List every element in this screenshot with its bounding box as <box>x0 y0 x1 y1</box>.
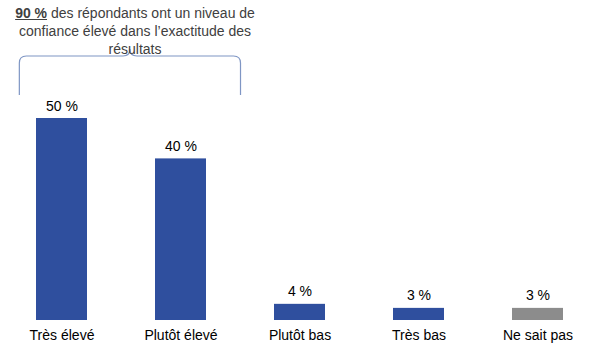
html-text:90 % des répondants ont un niv: 90 % des répondants ont un niveau de con… <box>15 5 255 57</box>
svg-text:50 %: 50 % <box>46 98 78 114</box>
svg-text:40 %: 40 % <box>165 138 197 154</box>
svg-text:3 %: 3 % <box>407 287 431 303</box>
svg-text:4 %: 4 % <box>288 283 312 299</box>
svg-text:Très bas: Très bas <box>392 327 446 343</box>
svg-text:Plutôt élevé: Plutôt élevé <box>144 327 217 343</box>
svg-text:3 %: 3 % <box>526 287 550 303</box>
svg-text:Très élevé: Très élevé <box>30 327 95 343</box>
svg-text:Plutôt bas: Plutôt bas <box>269 327 331 343</box>
svg-text:Ne sait pas: Ne sait pas <box>503 327 573 343</box>
